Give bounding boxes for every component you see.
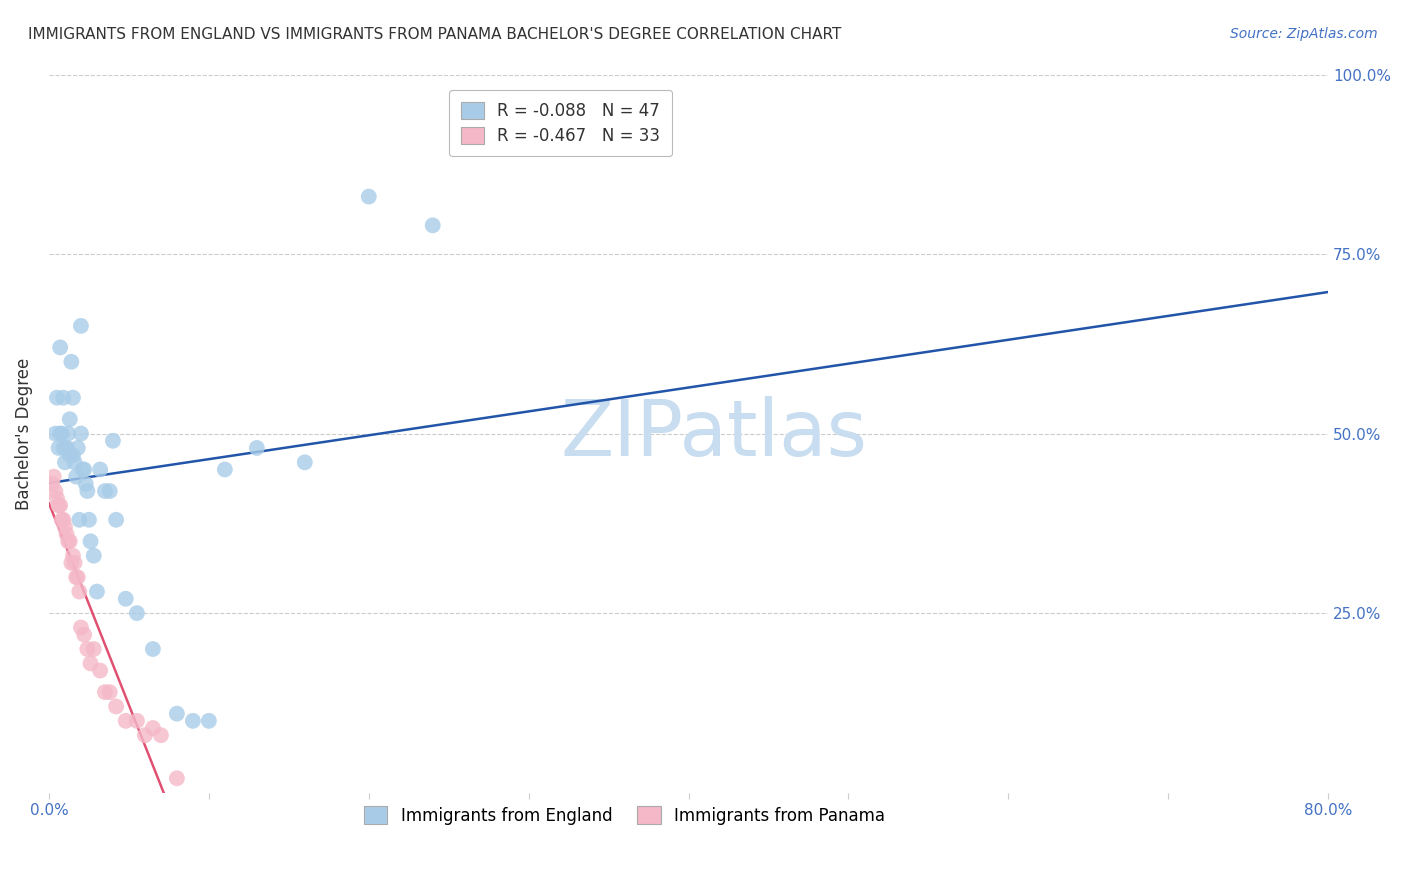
Point xyxy=(49,426,72,441)
Point xyxy=(41,476,63,491)
Point xyxy=(94,483,117,498)
Point xyxy=(60,556,83,570)
Point xyxy=(56,426,79,441)
Point xyxy=(62,549,84,563)
Point xyxy=(75,476,97,491)
Point xyxy=(86,584,108,599)
Point xyxy=(52,513,75,527)
Point xyxy=(72,462,94,476)
Point xyxy=(51,426,73,441)
Point xyxy=(114,714,136,728)
Point xyxy=(246,441,269,455)
Point xyxy=(49,499,72,513)
Point xyxy=(422,219,444,233)
Point xyxy=(98,685,121,699)
Point xyxy=(125,606,148,620)
Point xyxy=(77,513,100,527)
Point xyxy=(66,570,89,584)
Point xyxy=(67,513,90,527)
Point xyxy=(166,772,188,786)
Point xyxy=(67,584,90,599)
Point xyxy=(294,455,316,469)
Point xyxy=(63,556,86,570)
Point xyxy=(89,462,111,476)
Point xyxy=(70,620,93,634)
Point xyxy=(134,728,156,742)
Legend: Immigrants from England, Immigrants from Panama: Immigrants from England, Immigrants from… xyxy=(354,797,896,835)
Point xyxy=(62,448,84,462)
Text: IMMIGRANTS FROM ENGLAND VS IMMIGRANTS FROM PANAMA BACHELOR'S DEGREE CORRELATION : IMMIGRANTS FROM ENGLAND VS IMMIGRANTS FR… xyxy=(28,27,842,42)
Point xyxy=(53,455,76,469)
Point xyxy=(79,534,101,549)
Point xyxy=(48,441,70,455)
Point xyxy=(101,434,124,448)
Point xyxy=(125,714,148,728)
Point xyxy=(44,483,66,498)
Point xyxy=(42,469,65,483)
Point xyxy=(60,355,83,369)
Point xyxy=(65,469,87,483)
Point xyxy=(55,527,77,541)
Point xyxy=(59,448,82,462)
Point xyxy=(114,591,136,606)
Point xyxy=(62,391,84,405)
Point xyxy=(149,728,172,742)
Point xyxy=(51,513,73,527)
Point xyxy=(105,699,128,714)
Point xyxy=(83,549,105,563)
Point xyxy=(98,483,121,498)
Point xyxy=(89,664,111,678)
Point xyxy=(59,534,82,549)
Point xyxy=(76,483,98,498)
Point xyxy=(94,685,117,699)
Point xyxy=(142,642,165,657)
Point xyxy=(142,721,165,735)
Point xyxy=(59,412,82,426)
Point xyxy=(214,462,236,476)
Point xyxy=(70,426,93,441)
Text: Source: ZipAtlas.com: Source: ZipAtlas.com xyxy=(1230,27,1378,41)
Y-axis label: Bachelor's Degree: Bachelor's Degree xyxy=(15,358,32,509)
Point xyxy=(55,441,77,455)
Point xyxy=(53,520,76,534)
Point xyxy=(46,491,69,506)
Point xyxy=(63,455,86,469)
Point xyxy=(56,534,79,549)
Point xyxy=(55,441,77,455)
Point xyxy=(65,570,87,584)
Point xyxy=(79,657,101,671)
Point xyxy=(76,642,98,657)
Point xyxy=(73,628,96,642)
Point xyxy=(70,318,93,333)
Point xyxy=(52,441,75,455)
Point xyxy=(48,499,70,513)
Point xyxy=(46,391,69,405)
Point xyxy=(166,706,188,721)
Point xyxy=(181,714,204,728)
Text: ZIPatlas: ZIPatlas xyxy=(561,395,868,472)
Point xyxy=(198,714,221,728)
Point xyxy=(73,462,96,476)
Point xyxy=(105,513,128,527)
Point xyxy=(49,340,72,354)
Point xyxy=(44,426,66,441)
Point xyxy=(66,441,89,455)
Point xyxy=(83,642,105,657)
Point xyxy=(357,189,380,203)
Point xyxy=(52,391,75,405)
